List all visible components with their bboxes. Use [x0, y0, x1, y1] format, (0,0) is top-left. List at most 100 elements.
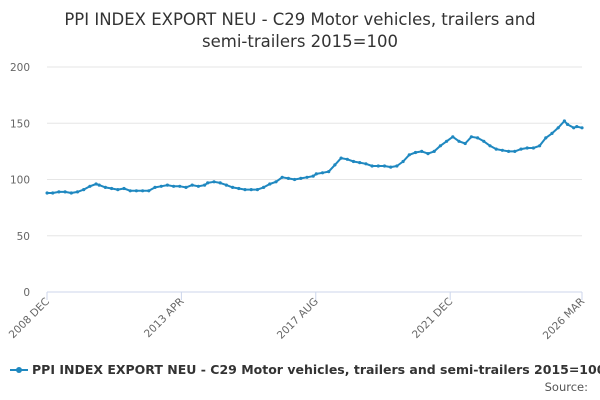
data-point[interactable] — [333, 163, 337, 167]
source-credit[interactable]: Source: — [545, 380, 588, 394]
data-point[interactable] — [407, 153, 411, 157]
data-point[interactable] — [153, 185, 157, 189]
data-point[interactable] — [327, 170, 331, 174]
data-point[interactable] — [51, 191, 55, 195]
data-point[interactable] — [206, 181, 210, 185]
data-point[interactable] — [513, 149, 517, 153]
data-point[interactable] — [237, 186, 241, 191]
data-point[interactable] — [389, 165, 393, 169]
data-point[interactable] — [243, 188, 247, 192]
data-point[interactable] — [57, 190, 61, 194]
data-point[interactable] — [190, 183, 194, 187]
data-point[interactable] — [500, 148, 504, 152]
data-point[interactable] — [110, 186, 114, 191]
data-point[interactable] — [525, 146, 529, 150]
data-point[interactable] — [376, 164, 380, 168]
data-point[interactable] — [339, 156, 343, 160]
data-point[interactable] — [262, 185, 266, 189]
data-point[interactable] — [550, 131, 554, 135]
data-point[interactable] — [45, 191, 49, 195]
data-point[interactable] — [165, 183, 169, 187]
data-point[interactable] — [494, 147, 498, 151]
data-point[interactable] — [274, 180, 278, 184]
data-point[interactable] — [575, 125, 579, 129]
data-point[interactable] — [488, 144, 492, 148]
data-point[interactable] — [196, 184, 200, 188]
data-point[interactable] — [311, 174, 315, 178]
data-point[interactable] — [351, 159, 356, 164]
data-point[interactable] — [63, 190, 67, 194]
data-point[interactable] — [556, 126, 560, 130]
y-tick-label-200: 200 — [10, 62, 30, 74]
grid-lines — [47, 66, 582, 237]
data-point[interactable] — [432, 149, 436, 153]
y-tick-label-50: 50 — [17, 231, 30, 243]
legend[interactable]: PPI INDEX EXPORT NEU - C29 Motor vehicle… — [10, 362, 600, 377]
data-point[interactable] — [320, 171, 325, 175]
data-point[interactable] — [75, 190, 80, 194]
data-point[interactable] — [507, 149, 511, 153]
data-point[interactable] — [420, 149, 424, 153]
data-point[interactable] — [358, 161, 362, 165]
data-point[interactable] — [445, 139, 449, 143]
data-point[interactable] — [94, 182, 98, 186]
data-point[interactable] — [364, 162, 368, 166]
data-point[interactable] — [426, 152, 430, 156]
data-point[interactable] — [122, 186, 126, 191]
data-point[interactable] — [203, 183, 207, 187]
data-point[interactable] — [147, 189, 151, 193]
data-point[interactable] — [395, 164, 399, 168]
data-point[interactable] — [218, 181, 222, 185]
data-point[interactable] — [280, 175, 284, 179]
data-point[interactable] — [249, 188, 253, 192]
data-point[interactable] — [178, 184, 182, 188]
data-point[interactable] — [305, 175, 309, 179]
data-point[interactable] — [482, 139, 486, 143]
data-point[interactable] — [544, 136, 548, 140]
series-line[interactable] — [47, 120, 583, 194]
data-point[interactable] — [562, 119, 567, 123]
data-point[interactable] — [159, 184, 163, 188]
data-point[interactable] — [255, 188, 259, 192]
y-axis: 0 50 100 150 200 — [10, 62, 30, 299]
data-point[interactable] — [184, 185, 188, 189]
data-point[interactable] — [469, 135, 473, 139]
data-point[interactable] — [382, 164, 387, 168]
data-point[interactable] — [538, 144, 542, 148]
data-point[interactable] — [565, 122, 570, 126]
data-point[interactable] — [451, 135, 455, 139]
data-point[interactable] — [401, 159, 405, 164]
legend-marker-icon — [16, 367, 22, 373]
data-point[interactable] — [463, 141, 467, 146]
data-point[interactable] — [88, 184, 92, 188]
data-point[interactable] — [531, 146, 536, 150]
data-point[interactable] — [69, 191, 73, 195]
data-point[interactable] — [286, 176, 290, 180]
data-point[interactable] — [116, 188, 120, 192]
data-point[interactable] — [172, 184, 176, 188]
data-point[interactable] — [141, 189, 145, 193]
data-point[interactable] — [438, 144, 442, 148]
data-point[interactable] — [128, 189, 132, 193]
data-point[interactable] — [82, 188, 86, 192]
data-point[interactable] — [231, 185, 235, 189]
data-point[interactable] — [224, 183, 228, 187]
x-tick-label: 2008 DEC — [7, 296, 52, 341]
data-point[interactable] — [97, 183, 101, 187]
data-point[interactable] — [103, 185, 107, 189]
x-tick-label: 2017 AUG — [275, 296, 321, 342]
data-point[interactable] — [572, 126, 576, 130]
data-point[interactable] — [212, 180, 216, 184]
data-point[interactable] — [268, 182, 272, 186]
data-point[interactable] — [519, 147, 523, 151]
data-point[interactable] — [345, 157, 349, 161]
data-point[interactable] — [580, 126, 584, 130]
data-point[interactable] — [476, 136, 480, 140]
data-point[interactable] — [293, 177, 297, 182]
data-point[interactable] — [134, 189, 138, 193]
data-point[interactable] — [314, 172, 318, 176]
data-point[interactable] — [457, 139, 461, 143]
data-point[interactable] — [299, 176, 303, 180]
data-point[interactable] — [413, 150, 418, 155]
data-point[interactable] — [370, 164, 374, 168]
